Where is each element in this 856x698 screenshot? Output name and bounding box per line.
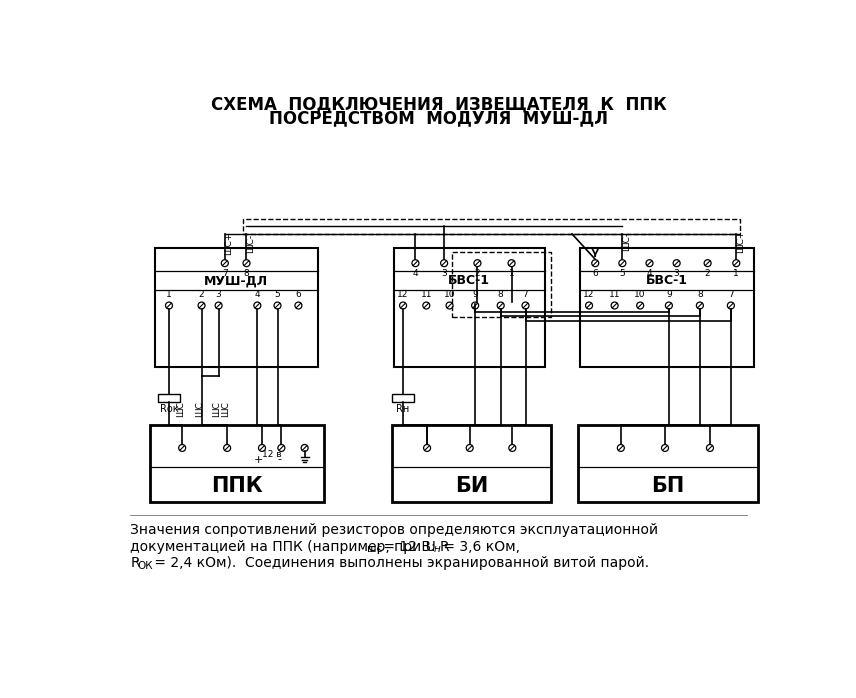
Text: 2: 2 [474, 269, 480, 279]
Text: 8: 8 [697, 290, 703, 299]
Text: ШС-: ШС- [246, 234, 255, 253]
Text: 11: 11 [420, 290, 432, 299]
Text: 1: 1 [734, 269, 740, 279]
Text: ППК: ППК [211, 477, 263, 496]
Bar [158, 394, 180, 402]
Text: 10: 10 [443, 290, 455, 299]
Text: 8: 8 [244, 269, 249, 279]
Text: СХЕМА  ПОДКЛЮЧЕНИЯ  ИЗВЕЩАТЕЛЯ  К  ППК: СХЕМА ПОДКЛЮЧЕНИЯ ИЗВЕЩАТЕЛЯ К ППК [211, 95, 667, 113]
Bar [580, 248, 754, 367]
Text: 12: 12 [583, 290, 595, 299]
Bar [394, 248, 545, 367]
Text: 12: 12 [397, 290, 408, 299]
Bar [392, 425, 551, 502]
Text: 12 в: 12 в [262, 450, 282, 459]
Text: 4: 4 [413, 269, 419, 279]
Text: 4: 4 [646, 269, 652, 279]
Bar [155, 248, 318, 367]
Text: ШС: ШС [176, 401, 185, 417]
Text: ШС: ШС [195, 401, 205, 417]
Text: 8: 8 [498, 290, 503, 299]
Text: R: R [130, 556, 140, 570]
Text: 9: 9 [473, 290, 478, 299]
Text: 5: 5 [275, 290, 281, 299]
Bar [242, 218, 740, 234]
Text: 7: 7 [523, 290, 528, 299]
Text: БВС-1: БВС-1 [449, 274, 490, 288]
Bar [578, 425, 758, 502]
Text: ОК: ОК [138, 560, 153, 571]
Text: БВС-1: БВС-1 [646, 274, 688, 288]
Text: Rн: Rн [396, 403, 410, 414]
Text: ШС+: ШС+ [735, 230, 745, 253]
Text: -: - [278, 454, 282, 465]
Text: шс: шс [367, 544, 383, 554]
Text: 7: 7 [222, 269, 228, 279]
Text: 6: 6 [295, 290, 301, 299]
Text: БП: БП [651, 477, 685, 496]
Text: +: + [253, 454, 263, 465]
Text: 3: 3 [441, 269, 447, 279]
Text: Значения сопротивлений резисторов определяются эксплуатационной: Значения сопротивлений резисторов опреде… [130, 524, 658, 537]
Text: 7: 7 [728, 290, 734, 299]
Text: = 3,6 кОм,: = 3,6 кОм, [439, 540, 520, 554]
Text: 2: 2 [704, 269, 710, 279]
Text: н: н [434, 544, 441, 554]
Bar [392, 394, 414, 402]
Text: 9: 9 [666, 290, 672, 299]
Bar [452, 251, 551, 317]
Text: 2: 2 [199, 290, 205, 299]
Text: ШС: ШС [221, 401, 230, 417]
Text: 3: 3 [674, 269, 680, 279]
Text: 4: 4 [254, 290, 260, 299]
Text: = 2,4 кОм).  Соединения выполнены экранированной витой парой.: = 2,4 кОм). Соединения выполнены экранир… [150, 556, 649, 570]
Text: = 12 В: R: = 12 В: R [379, 540, 449, 554]
Bar [150, 425, 324, 502]
Text: 5: 5 [620, 269, 625, 279]
Text: ШС: ШС [212, 401, 222, 417]
Text: 11: 11 [609, 290, 621, 299]
Text: МУШ-ДЛ: МУШ-ДЛ [205, 274, 269, 288]
Text: документацией на ППК (например, при U: документацией на ППК (например, при U [130, 540, 436, 554]
Text: БИ: БИ [455, 477, 488, 496]
Text: Rок: Rок [160, 403, 178, 414]
Text: ПОСРЕДСТВОМ  МОДУЛЯ  МУШ-ДЛ: ПОСРЕДСТВОМ МОДУЛЯ МУШ-ДЛ [269, 110, 609, 128]
Text: 1: 1 [166, 290, 172, 299]
Text: 1: 1 [508, 269, 514, 279]
Text: 10: 10 [634, 290, 646, 299]
Text: 3: 3 [216, 290, 222, 299]
Text: ШС-: ШС- [621, 232, 631, 251]
Text: ШС+: ШС+ [224, 232, 233, 255]
Text: 6: 6 [592, 269, 598, 279]
